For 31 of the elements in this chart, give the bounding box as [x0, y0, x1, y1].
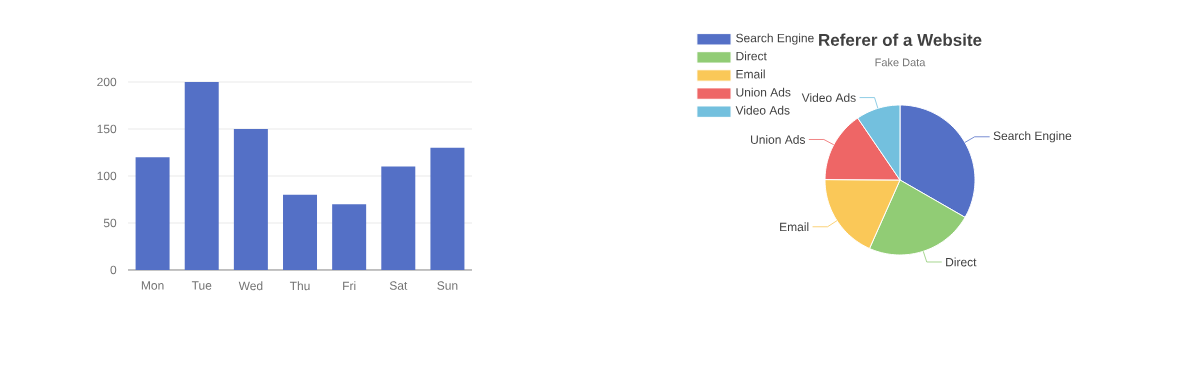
- x-tick-label: Fri: [343, 281, 356, 291]
- x-tick-label: Mon: [141, 281, 164, 290]
- slice-label: Email: [780, 222, 809, 232]
- slice-label: Union Ads: [751, 135, 806, 144]
- x-tick-label: Sat: [389, 281, 408, 290]
- legend-label: Search Engine: [736, 33, 814, 45]
- x-tick-label: Thu: [289, 281, 310, 291]
- legend-label: Video Ads: [735, 105, 790, 115]
- bar: [233, 128, 268, 270]
- bar: [430, 147, 465, 270]
- x-tick-label: Wed: [238, 281, 263, 291]
- chart-title: Referer of a Website: [819, 33, 982, 46]
- bar: [332, 204, 367, 270]
- legend-label: Direct: [736, 51, 767, 61]
- bar: [381, 166, 416, 270]
- y-tick-label: 0: [110, 265, 117, 275]
- slice-label: Direct: [946, 257, 977, 267]
- text: Fake Data: [875, 58, 926, 67]
- bar: [135, 157, 170, 270]
- x-tick-label: Tue: [191, 281, 212, 290]
- legend-label: Union Ads: [736, 87, 791, 97]
- y-tick-label: 150: [97, 124, 117, 134]
- y-tick-label: 50: [103, 218, 117, 228]
- slice-label: Video Ads: [801, 93, 856, 102]
- bar: [184, 81, 219, 270]
- x-tick-label: Sun: [437, 281, 458, 290]
- slice-label: Search Engine: [993, 131, 1072, 143]
- y-tick-label: 100: [97, 171, 117, 181]
- legend-label: Email: [736, 69, 765, 79]
- bar: [283, 194, 318, 270]
- y-tick-label: 200: [97, 77, 117, 87]
